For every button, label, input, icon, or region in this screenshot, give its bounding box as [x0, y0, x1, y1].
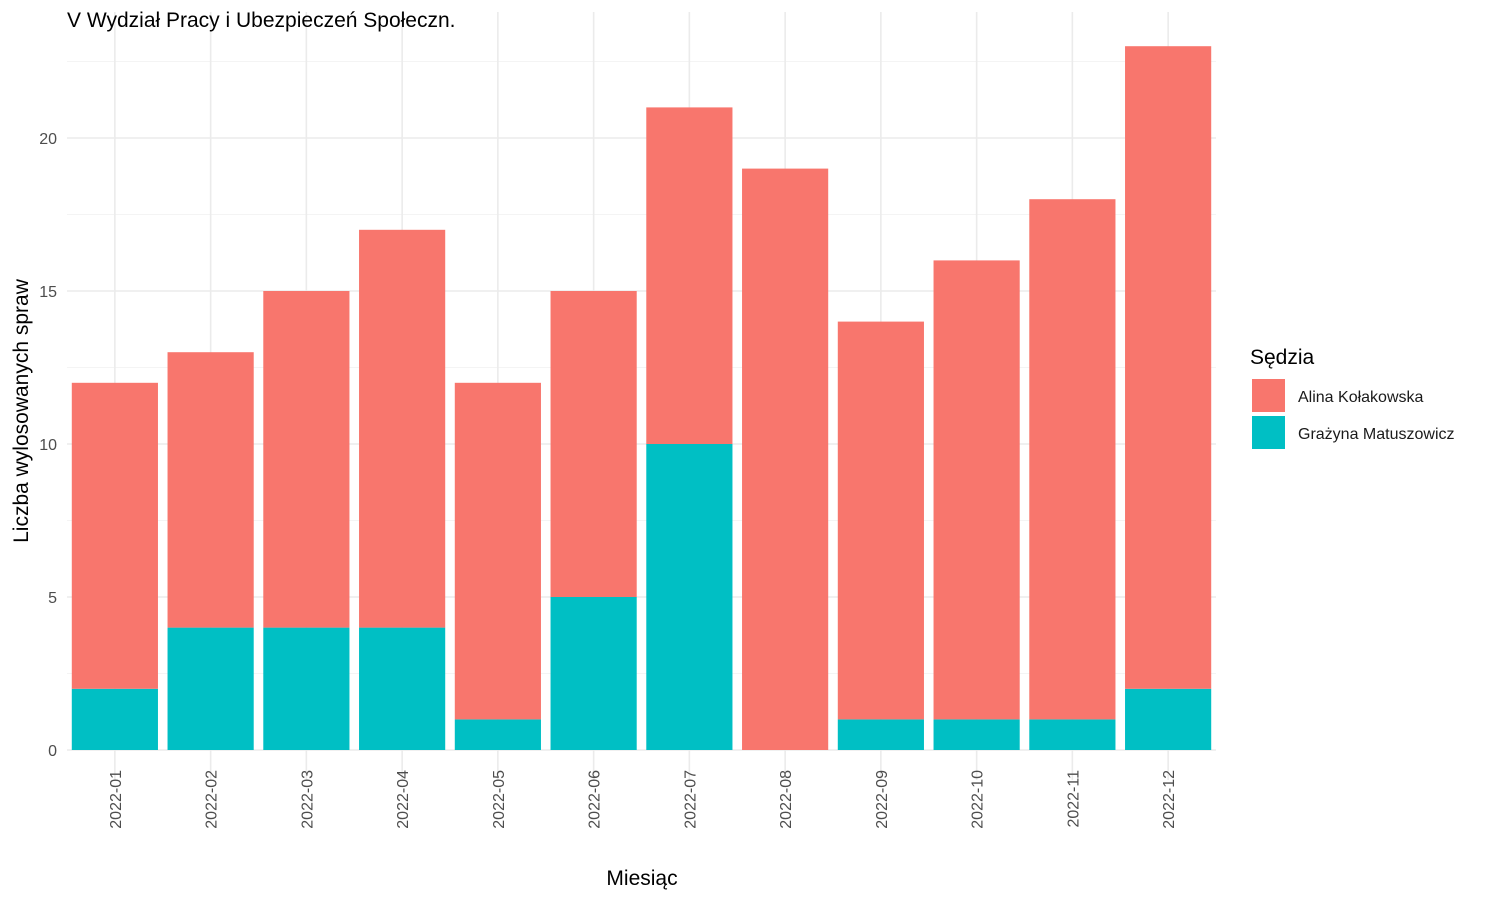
legend-swatch-grazyna [1252, 416, 1285, 449]
x-tick-label: 2022-11 [1065, 770, 1082, 828]
y-axis-title: Liczba wylosowanych spraw [10, 278, 33, 543]
legend-title: Sędzia [1250, 346, 1315, 369]
y-tick-label: 5 [48, 590, 57, 607]
bar-segment-grazyna-2022-11 [1029, 719, 1116, 750]
bar-segment-alina-2022-07 [646, 107, 733, 445]
x-tick-label: 2022-10 [970, 770, 987, 829]
bar-segment-alina-2022-09 [837, 321, 924, 720]
axis-layer: 0 5 10 15 20 2022-01 2022-02 2022-03 2022-04 2022… [39, 131, 1178, 829]
x-tick-label: 2022-02 [204, 770, 221, 829]
x-axis-title: Miesiąc [606, 867, 677, 890]
bar-segment-alina-2022-04 [359, 229, 446, 628]
legend: Sędzia Alina Kołakowska Grażyna Matuszow… [1250, 346, 1455, 449]
bar-segment-grazyna-2022-05 [454, 719, 541, 750]
bar-segment-alina-2022-06 [550, 291, 637, 597]
legend-label-alina: Alina Kołakowska [1298, 389, 1424, 406]
chart-title: V Wydział Pracy i Ubezpieczeń Społeczn. [67, 9, 455, 32]
y-tick-label: 15 [39, 284, 57, 301]
y-tick-label: 10 [39, 437, 57, 454]
bar-segment-alina-2022-11 [1029, 199, 1116, 720]
x-tick-label: 2022-03 [299, 770, 316, 829]
y-tick-label: 20 [39, 131, 57, 148]
bar-segment-grazyna-2022-07 [646, 444, 733, 750]
x-tick-label: 2022-08 [778, 770, 795, 829]
bars-layer [71, 46, 1212, 751]
y-tick-label: 0 [48, 743, 57, 760]
legend-label-grazyna: Grażyna Matuszowicz [1298, 426, 1455, 443]
bar-segment-alina-2022-12 [1125, 46, 1212, 689]
bar-segment-grazyna-2022-02 [167, 627, 254, 750]
bar-segment-grazyna-2022-01 [71, 688, 158, 750]
bar-segment-alina-2022-01 [71, 382, 158, 689]
legend-swatch-alina [1252, 379, 1285, 412]
x-tick-label: 2022-04 [395, 770, 412, 829]
bar-segment-grazyna-2022-12 [1125, 688, 1212, 750]
x-tick-label: 2022-12 [1161, 770, 1178, 829]
bar-segment-grazyna-2022-09 [837, 719, 924, 750]
bar-segment-alina-2022-08 [742, 168, 829, 751]
x-tick-label: 2022-06 [587, 770, 604, 829]
bar-segment-grazyna-2022-04 [359, 627, 446, 750]
bar-segment-grazyna-2022-03 [263, 627, 350, 750]
x-tick-label: 2022-09 [874, 770, 891, 829]
bar-segment-alina-2022-05 [454, 382, 541, 720]
bar-segment-alina-2022-02 [167, 352, 254, 628]
bar-segment-alina-2022-10 [933, 260, 1020, 720]
x-tick-label: 2022-07 [682, 770, 699, 829]
x-tick-label: 2022-01 [108, 770, 125, 829]
bar-segment-grazyna-2022-06 [550, 597, 637, 750]
bar-segment-alina-2022-03 [263, 291, 350, 628]
x-tick-label: 2022-05 [491, 770, 508, 829]
bar-segment-grazyna-2022-10 [933, 719, 1020, 750]
